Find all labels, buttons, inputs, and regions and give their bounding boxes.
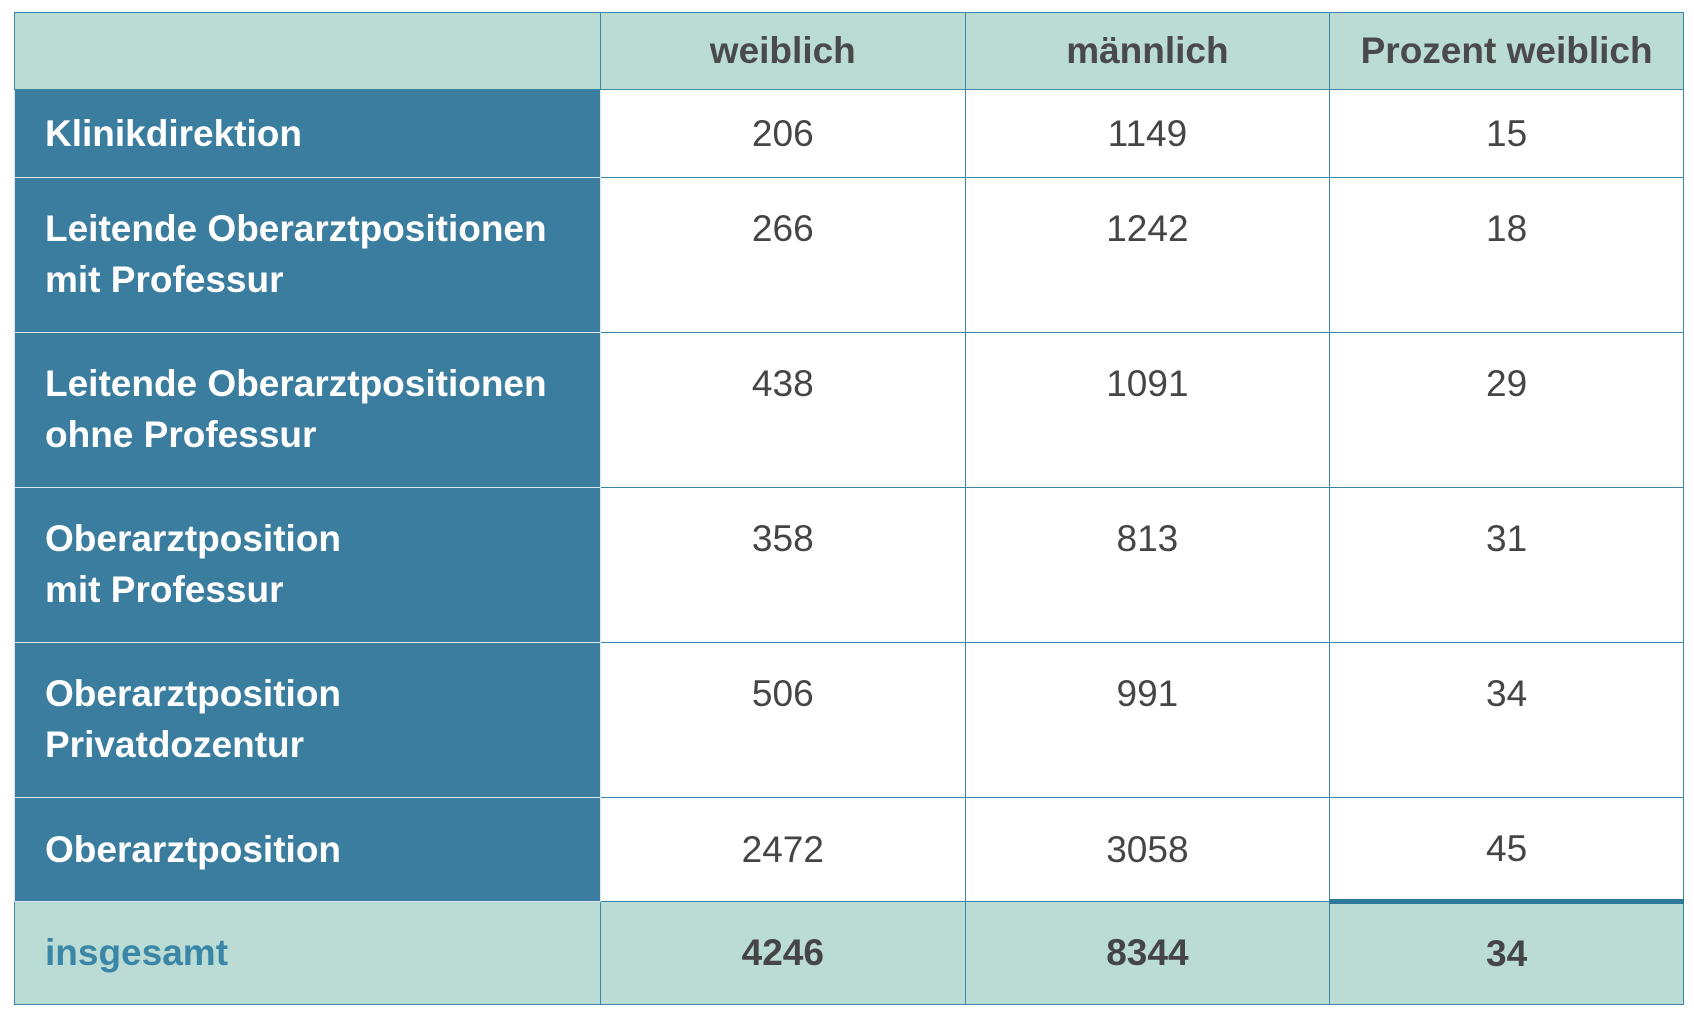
table-row: Leitende Oberarztpositionen ohne Profess… xyxy=(14,332,1684,488)
data-table-container: weiblich männlich Prozent weiblich Klini… xyxy=(14,12,1684,1005)
total-label: insgesamt xyxy=(14,901,601,1005)
header-prozent-weiblich: Prozent weiblich xyxy=(1329,12,1684,90)
header-row: weiblich männlich Prozent weiblich xyxy=(14,12,1684,90)
table-row: Oberarztposition mit Professur 358 813 3… xyxy=(14,487,1684,643)
total-row: insgesamt 4246 8344 34 xyxy=(14,899,1684,1005)
row-label-line1: Klinikdirektion xyxy=(45,113,302,154)
row-label-line2: mit Professur xyxy=(45,259,284,300)
row-label: Leitende Oberarztpositionen ohne Profess… xyxy=(14,332,601,488)
cell-prozent: 15 xyxy=(1329,89,1684,178)
row-label-line2: ohne Professur xyxy=(45,414,317,455)
cell-prozent: 34 xyxy=(1329,642,1684,798)
table-row: Leitende Oberarztpositionen mit Professu… xyxy=(14,177,1684,333)
row-label-line1: Leitende Oberarztpositionen xyxy=(45,208,547,249)
cell-weiblich: 438 xyxy=(599,332,966,488)
cell-maennlich: 1149 xyxy=(964,89,1331,178)
row-label-line1: Oberarztposition xyxy=(45,673,342,714)
cell-maennlich: 813 xyxy=(964,487,1331,643)
total-prozent: 34 xyxy=(1329,899,1684,1005)
cell-maennlich: 1091 xyxy=(964,332,1331,488)
cell-prozent: 45 xyxy=(1329,797,1684,902)
header-maennlich: männlich xyxy=(964,12,1331,90)
cell-maennlich: 3058 xyxy=(964,797,1331,902)
row-label-line2: mit Professur xyxy=(45,569,284,610)
row-label: Oberarztposition xyxy=(14,797,601,902)
data-table: weiblich männlich Prozent weiblich Klini… xyxy=(14,12,1684,1005)
header-weiblich: weiblich xyxy=(599,12,966,90)
row-label: Oberarztposition Privatdozentur xyxy=(14,642,601,798)
cell-prozent: 18 xyxy=(1329,177,1684,333)
cell-maennlich: 991 xyxy=(964,642,1331,798)
row-label: Oberarztposition mit Professur xyxy=(14,487,601,643)
cell-weiblich: 506 xyxy=(599,642,966,798)
total-weiblich: 4246 xyxy=(599,901,966,1005)
cell-weiblich: 206 xyxy=(599,89,966,178)
cell-weiblich: 358 xyxy=(599,487,966,643)
cell-prozent: 31 xyxy=(1329,487,1684,643)
row-label-line1: Oberarztposition xyxy=(45,829,342,870)
cell-weiblich: 2472 xyxy=(599,797,966,902)
total-maennlich: 8344 xyxy=(964,901,1331,1005)
row-label-line1: Oberarztposition xyxy=(45,518,342,559)
table-row: Oberarztposition Privatdozentur 506 991 … xyxy=(14,642,1684,798)
cell-weiblich: 266 xyxy=(599,177,966,333)
header-corner-cell xyxy=(14,12,601,90)
row-label: Klinikdirektion xyxy=(14,89,601,178)
row-label-line2: Privatdozentur xyxy=(45,724,305,765)
table-row: Oberarztposition 2472 3058 45 xyxy=(14,797,1684,902)
table-row: Klinikdirektion 206 1149 15 xyxy=(14,89,1684,178)
row-label-line1: Leitende Oberarztpositionen xyxy=(45,363,547,404)
cell-prozent: 29 xyxy=(1329,332,1684,488)
row-label: Leitende Oberarztpositionen mit Professu… xyxy=(14,177,601,333)
cell-maennlich: 1242 xyxy=(964,177,1331,333)
